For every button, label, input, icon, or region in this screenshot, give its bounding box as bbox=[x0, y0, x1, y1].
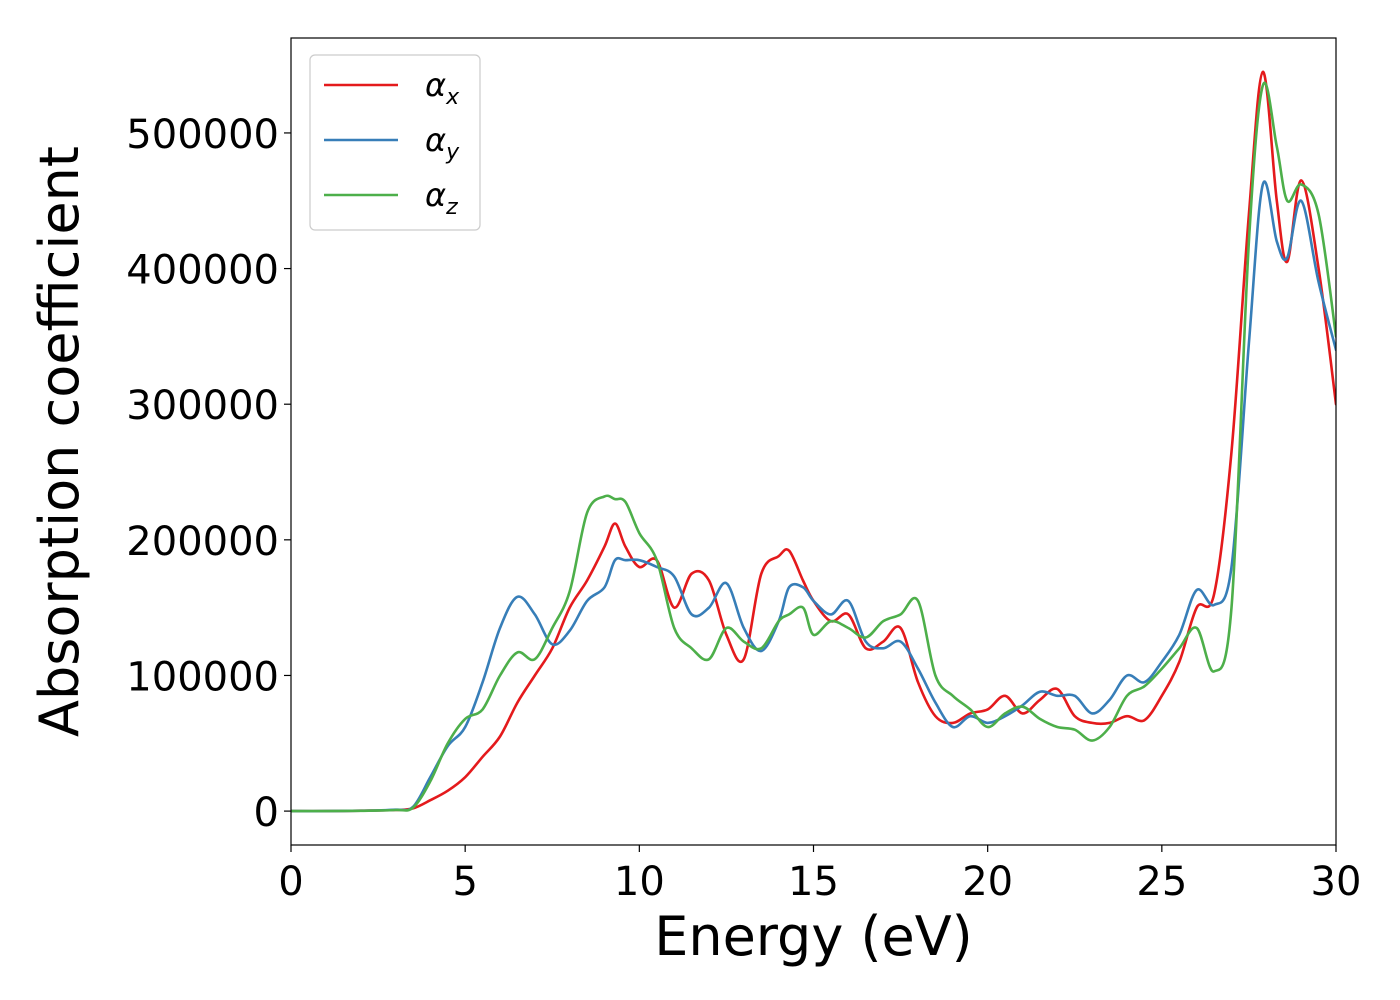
x-tick-label: 0 bbox=[278, 859, 303, 905]
y-axis-title: Absorption coefficient bbox=[28, 146, 91, 737]
legend: αx αy αz bbox=[309, 54, 481, 231]
x-tick-label: 10 bbox=[614, 859, 665, 905]
legend-box bbox=[309, 54, 481, 231]
y-axis: 0 100000 200000 300000 400000 500000 bbox=[126, 112, 291, 836]
y-tick-label: 400000 bbox=[126, 248, 279, 294]
legend-label-x: αx bbox=[425, 66, 460, 110]
x-tick-label: 20 bbox=[962, 859, 1013, 905]
y-tick-label: 100000 bbox=[126, 654, 279, 700]
series-layer bbox=[291, 70, 1336, 813]
x-tick-label: 30 bbox=[1311, 859, 1362, 905]
series-line-y bbox=[291, 180, 1336, 813]
x-axis-title: Energy (eV) bbox=[654, 905, 973, 968]
series-line-x bbox=[291, 70, 1336, 813]
x-tick-label: 25 bbox=[1136, 859, 1187, 905]
y-tick-label: 0 bbox=[254, 790, 279, 836]
legend-label-z: αz bbox=[425, 176, 458, 220]
y-tick-label: 300000 bbox=[126, 383, 279, 429]
legend-label-y: αy bbox=[425, 121, 460, 165]
x-axis: 0 5 10 15 20 25 30 bbox=[278, 845, 1361, 905]
series-line-z bbox=[291, 81, 1336, 813]
y-tick-label: 500000 bbox=[126, 112, 279, 158]
x-tick-label: 5 bbox=[452, 859, 477, 905]
y-tick-label: 200000 bbox=[126, 519, 279, 565]
x-tick-label: 15 bbox=[788, 859, 839, 905]
